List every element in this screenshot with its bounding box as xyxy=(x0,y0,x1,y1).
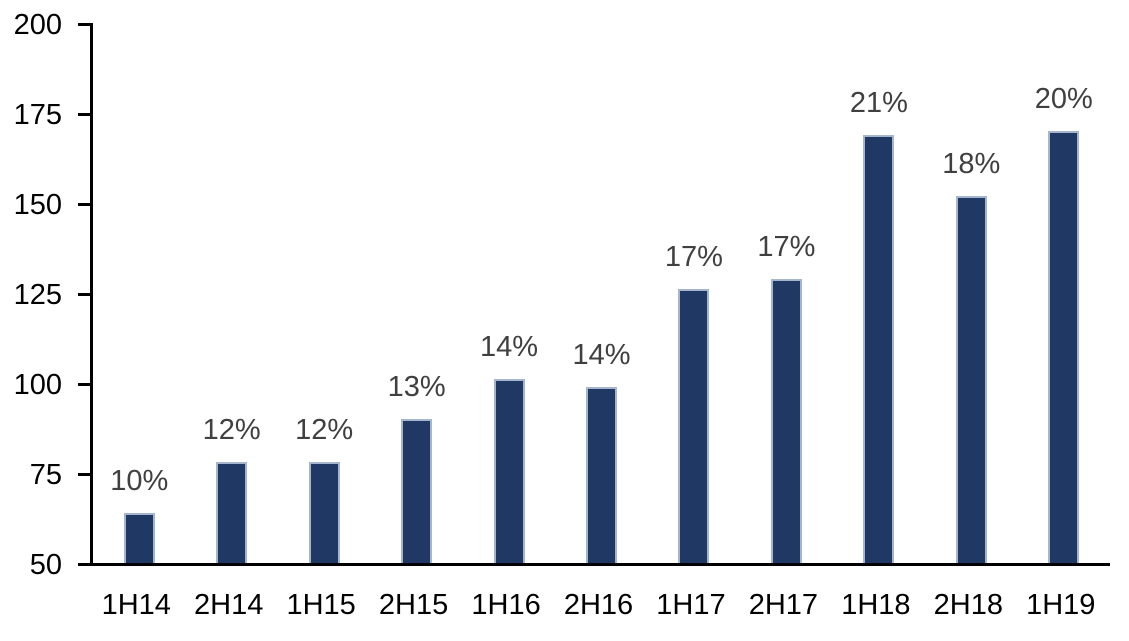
bar-column: 17% xyxy=(648,23,740,563)
bar-data-label: 10% xyxy=(110,464,169,497)
bar-data-label: 12% xyxy=(295,414,354,447)
x-axis-label: 1H14 xyxy=(101,589,171,621)
bar-column: 10% xyxy=(93,23,185,563)
bar-1H19 xyxy=(1048,131,1080,563)
bar-data-label: 14% xyxy=(480,331,539,364)
bar-1H18 xyxy=(863,134,895,563)
bar-column: 21% xyxy=(833,23,925,563)
x-axis-label: 2H15 xyxy=(378,589,449,621)
y-axis-label: 50 xyxy=(29,548,62,581)
bar-2H14 xyxy=(216,462,248,563)
y-axis-label: 150 xyxy=(13,188,62,221)
bar-1H15 xyxy=(308,462,340,563)
bar-data-label: 14% xyxy=(572,338,631,371)
bar-data-label: 17% xyxy=(757,230,816,263)
bar-column: 14% xyxy=(555,23,647,563)
plot-area: 50 75 100 125 150 175 200 10% 12% 12% 13% 14% 14% 17%… xyxy=(14,9,1110,581)
y-axis-tick xyxy=(78,293,93,296)
bar-column: 17% xyxy=(740,23,832,563)
x-axis-label: 1H16 xyxy=(471,589,541,621)
x-axis-label: 1H19 xyxy=(1026,589,1096,621)
bar-2H16 xyxy=(585,386,617,563)
bar-data-label: 12% xyxy=(202,414,261,447)
y-axis-tick xyxy=(78,383,93,386)
bar-2H17 xyxy=(770,278,802,563)
bar-data-label: 18% xyxy=(942,147,1001,180)
x-axis: 1H14 2H14 1H15 2H15 1H16 2H16 1H17 2H17 1H18 2H18… xyxy=(90,589,1107,621)
bar-data-label: 17% xyxy=(664,241,723,274)
x-axis-label: 1H15 xyxy=(286,589,356,621)
y-axis-tick xyxy=(78,563,93,566)
bar-1H16 xyxy=(493,379,525,563)
bar-2H15 xyxy=(401,419,433,563)
bar-column: 12% xyxy=(185,23,277,563)
bar-data-label: 13% xyxy=(387,371,446,403)
y-axis-label: 200 xyxy=(13,8,62,41)
y-axis-tick xyxy=(78,113,93,116)
y-axis-label: 100 xyxy=(13,368,62,401)
x-axis-label: 2H14 xyxy=(194,589,264,621)
bar-column: 14% xyxy=(463,23,555,563)
bar-column: 12% xyxy=(278,23,370,563)
bar-column: 18% xyxy=(925,23,1017,563)
y-axis-tick xyxy=(78,23,93,26)
x-axis-label: 2H17 xyxy=(748,589,819,621)
y-axis-tick xyxy=(78,203,93,206)
x-axis-label: 1H17 xyxy=(656,589,726,621)
bar-column: 13% xyxy=(370,23,462,563)
bar-1H17 xyxy=(678,289,710,563)
bar-2H18 xyxy=(955,195,987,563)
y-axis-label: 175 xyxy=(13,98,62,131)
bar-column: 20% xyxy=(1018,23,1110,563)
bar-data-label: 21% xyxy=(849,86,908,119)
bar-1H14 xyxy=(123,512,155,563)
y-axis-label: 75 xyxy=(29,458,62,491)
y-axis-label: 125 xyxy=(13,278,62,311)
x-axis-label: 2H18 xyxy=(933,589,1003,621)
x-axis-label: 1H18 xyxy=(841,589,911,621)
y-axis-tick xyxy=(78,473,93,476)
bar-data-label: 20% xyxy=(1034,83,1093,115)
x-axis-label: 2H16 xyxy=(563,589,634,621)
